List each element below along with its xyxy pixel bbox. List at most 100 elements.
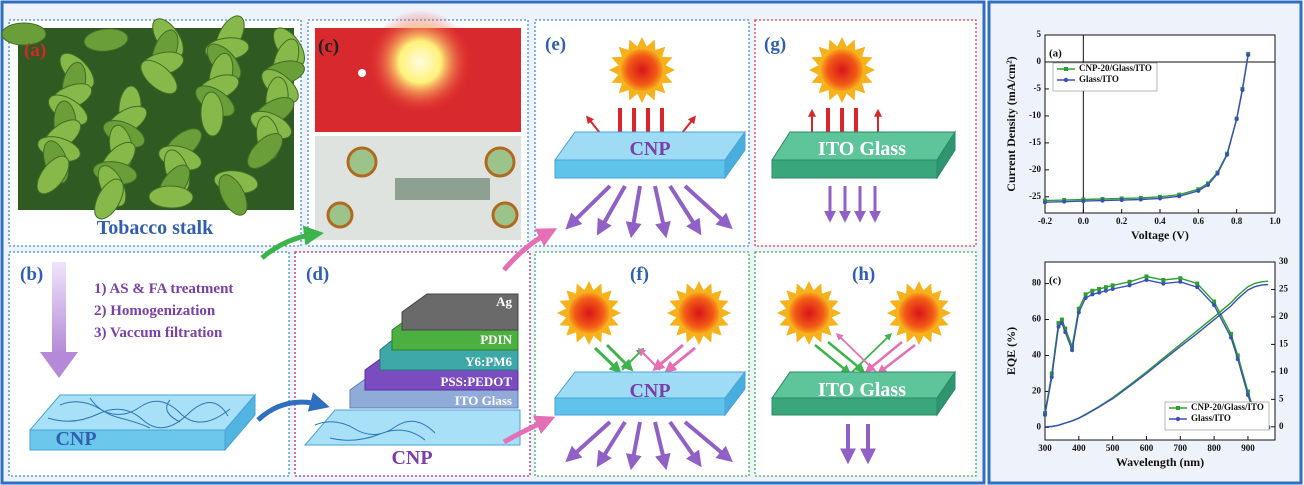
point xyxy=(1043,412,1047,417)
y-tick-label: 20 xyxy=(1032,386,1042,396)
y-axis-label: EQE (%) xyxy=(1004,327,1018,375)
y-tick-label: -25 xyxy=(1029,191,1041,201)
transmitted-arrows xyxy=(824,186,881,223)
x-axis-label: Wavelength (nm) xyxy=(1116,455,1204,469)
x-tick-label: 0.6 xyxy=(1193,216,1205,226)
sun xyxy=(886,280,952,346)
transparency-photos xyxy=(315,10,521,240)
panel-label: (a) xyxy=(24,40,46,61)
point xyxy=(1127,279,1132,284)
x-tick-label: 0.2 xyxy=(1116,216,1128,226)
y-tick-label: 80 xyxy=(1032,278,1042,288)
y-tick-label: -10 xyxy=(1029,110,1041,120)
sun xyxy=(666,280,732,346)
sun xyxy=(609,37,675,103)
cnp-film xyxy=(28,393,257,452)
legend-label: CNP-20/Glass/ITO xyxy=(1191,402,1264,412)
point xyxy=(1235,353,1240,358)
point xyxy=(1195,281,1200,286)
legend-marker xyxy=(1176,406,1180,410)
x-tick-label: 0.4 xyxy=(1154,216,1166,226)
point xyxy=(1043,200,1047,205)
frame-f xyxy=(534,251,750,477)
legend-marker xyxy=(1064,67,1068,71)
light-arrows xyxy=(593,343,696,374)
y2-tick-label: 5 xyxy=(1279,393,1284,403)
point xyxy=(1178,276,1183,281)
point xyxy=(1127,283,1132,288)
layer-label: PDIN xyxy=(480,332,512,347)
caption: CNP xyxy=(391,447,432,469)
panel-label: (c) xyxy=(318,36,339,57)
point xyxy=(1097,286,1102,291)
point xyxy=(1083,295,1088,300)
y-tick-label: 0 xyxy=(1037,56,1042,66)
point xyxy=(1161,277,1166,282)
process-step: 1) AS & FA treatment xyxy=(94,281,233,297)
panel-label: (e) xyxy=(545,34,566,55)
point xyxy=(1062,199,1067,204)
frame-h xyxy=(754,251,977,477)
x-tick-label: 0.8 xyxy=(1231,216,1243,226)
point xyxy=(1090,288,1095,293)
y-tick-label: 60 xyxy=(1032,314,1042,324)
point xyxy=(1083,292,1088,297)
point xyxy=(1076,306,1081,311)
point xyxy=(1059,317,1064,322)
x-tick-label: 300 xyxy=(1038,443,1052,453)
caption: CNP xyxy=(629,380,670,402)
y2-tick-label: 25 xyxy=(1279,284,1289,294)
point xyxy=(1178,279,1183,284)
x-tick-label: 400 xyxy=(1072,443,1086,453)
process-arrow xyxy=(40,262,78,378)
caption: ITO Glass xyxy=(818,138,906,160)
device-stack xyxy=(303,293,521,446)
legend-marker xyxy=(1063,77,1069,83)
point xyxy=(1229,331,1234,336)
legend-label: CNP-20/Glass/ITO xyxy=(1079,63,1152,73)
caption: CNP xyxy=(629,138,670,160)
point xyxy=(1056,321,1061,326)
point xyxy=(1229,335,1234,340)
point xyxy=(1097,290,1102,295)
point xyxy=(1235,357,1240,362)
x-axis-label: Voltage (V) xyxy=(1131,228,1189,242)
series-line xyxy=(1044,283,1269,428)
point xyxy=(1195,285,1200,290)
point xyxy=(1138,197,1143,202)
y-tick-label: -15 xyxy=(1029,137,1041,147)
process-step: 3) Vaccum filtration xyxy=(94,325,223,341)
point xyxy=(1049,375,1054,380)
panel-label: (b) xyxy=(20,264,43,285)
chart: 300 400 500 600 700 800 9000204060800510152025… xyxy=(1004,256,1289,469)
y-tick-label: -5 xyxy=(1034,83,1042,93)
leaf xyxy=(36,155,70,195)
connector-arrows xyxy=(256,225,558,445)
x-tick-label: 1.0 xyxy=(1269,216,1281,226)
y2-tick-label: 15 xyxy=(1279,338,1289,348)
point xyxy=(1070,348,1075,353)
point xyxy=(1225,152,1230,157)
point xyxy=(1103,288,1108,293)
chart: -0.2 0.0 0.2 0.4 0.6 0.8 1.0 5 0 -5 -10 -15 -20 -25 Vo… xyxy=(1004,29,1281,242)
point xyxy=(1245,389,1250,394)
leaf xyxy=(1,22,47,46)
ito-slab xyxy=(771,370,956,417)
point xyxy=(1056,324,1061,329)
leaf xyxy=(140,59,178,95)
sun xyxy=(776,280,842,346)
point xyxy=(1144,277,1149,282)
x-tick-label: 0.0 xyxy=(1078,216,1090,226)
sun xyxy=(809,37,875,103)
y-tick-label: 0 xyxy=(1037,421,1042,431)
tobacco-photo xyxy=(1,15,306,220)
transmitted-arrows xyxy=(565,420,733,471)
point xyxy=(1205,182,1210,187)
point xyxy=(1081,199,1086,204)
panel-label: (g) xyxy=(764,34,786,55)
point xyxy=(1177,194,1182,199)
point xyxy=(1196,188,1201,193)
point xyxy=(1063,330,1068,335)
layer-label: Y6:PM6 xyxy=(465,354,512,369)
legend-box xyxy=(1164,401,1270,431)
